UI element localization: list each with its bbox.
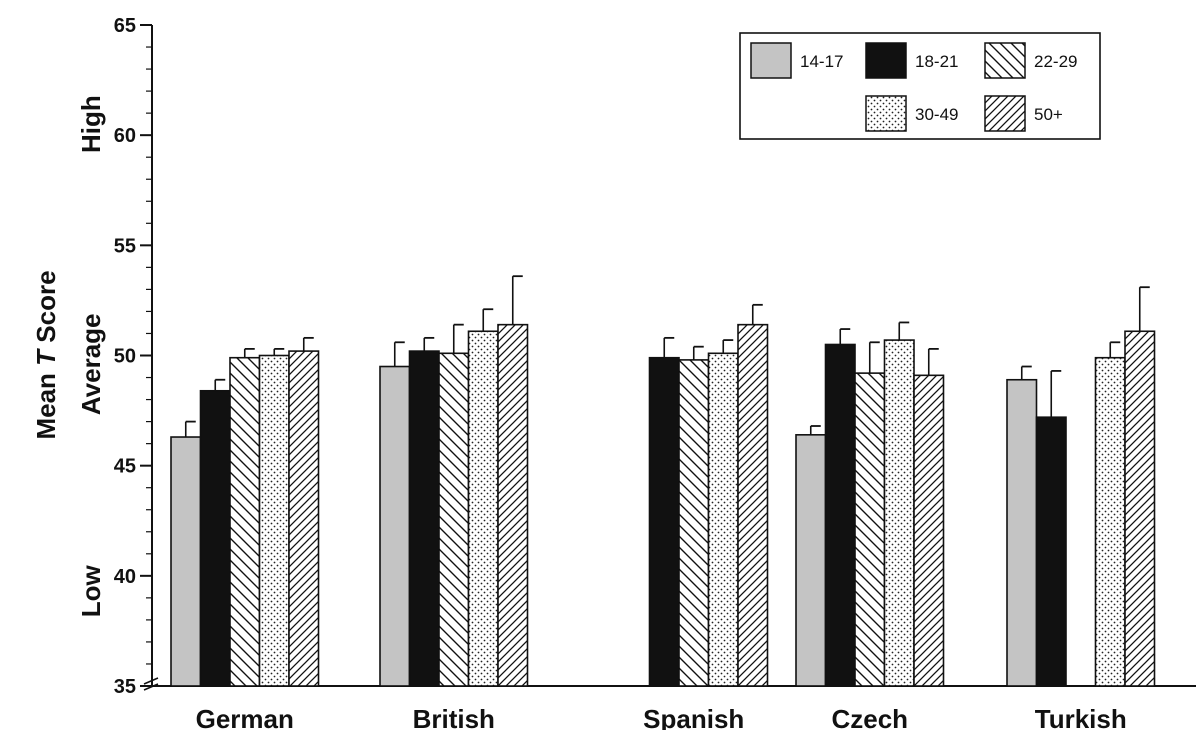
legend-label: 50+ (1034, 105, 1063, 124)
bar-30-49 (883, 339, 915, 687)
bar-22-29 (854, 372, 886, 687)
bar-group-czech: Czech (795, 321, 945, 730)
y-band-label-average: Average (76, 313, 106, 415)
bar-18-21 (199, 389, 231, 687)
bar-18-21 (648, 356, 680, 687)
x-category-label: Spanish (643, 704, 744, 730)
x-category-label: British (413, 704, 495, 730)
bar-30-49 (258, 354, 290, 687)
bar-30-49 (707, 352, 739, 687)
bar-30-49 (467, 330, 499, 687)
bar-group-german: German (170, 336, 320, 730)
legend-item: 50+ (984, 95, 1063, 132)
legend-label: 22-29 (1034, 52, 1077, 71)
bar-50+ (497, 323, 529, 687)
y-band-label-high: High (76, 95, 106, 153)
legend-swatch (865, 42, 907, 79)
bar-18-21 (408, 350, 440, 687)
bar-50+ (288, 350, 320, 687)
y-tick-label: 40 (114, 566, 136, 588)
y-band-label-low: Low (76, 564, 106, 617)
legend-frame (739, 32, 1101, 140)
bar-14-17 (379, 365, 411, 687)
x-category-label: Turkish (1035, 704, 1127, 730)
legend-swatch (750, 42, 792, 79)
bar-18-21 (1035, 416, 1067, 687)
bar-50+ (737, 323, 769, 687)
legend-label: 14-17 (800, 52, 843, 71)
legend-swatch (984, 95, 1026, 132)
bar-50+ (913, 374, 945, 687)
bar-group-turkish: Turkish (1006, 286, 1156, 730)
y-tick-label: 55 (114, 235, 136, 257)
bar-22-29 (438, 352, 470, 687)
bars-group: German British Spanish Czech Turkish (170, 275, 1156, 730)
legend-item: 18-21 (865, 42, 958, 79)
bar-22-29 (678, 359, 710, 687)
bar-14-17 (795, 434, 827, 687)
legend-swatch (865, 95, 907, 132)
axes: 35 40 45 50 55 60 65 Low Average High (76, 15, 1196, 698)
bar-18-21 (824, 343, 856, 687)
x-category-label: German (196, 704, 294, 730)
legend-item: 30-49 (865, 95, 958, 132)
bar-group-british: British (379, 275, 529, 730)
x-category-label: Czech (831, 704, 908, 730)
legend-swatch (984, 42, 1026, 79)
legend-item: 14-17 (750, 42, 843, 79)
legend-item: 22-29 (984, 42, 1077, 79)
y-tick-label: 45 (114, 456, 136, 478)
bar-group-spanish: Spanish (643, 303, 769, 730)
y-tick-label: 50 (114, 346, 136, 368)
y-tick-label: 35 (114, 676, 136, 698)
bar-50+ (1124, 330, 1156, 687)
legend: 14-17 18-21 22-29 30-49 50+ (739, 32, 1101, 140)
bar-30-49 (1094, 356, 1126, 687)
bar-22-29 (229, 356, 261, 687)
legend-label: 30-49 (915, 105, 958, 124)
y-axis-label: Mean T Score (31, 270, 61, 439)
y-tick-label: 60 (114, 125, 136, 147)
bar-14-17 (170, 436, 202, 687)
y-tick-label: 65 (114, 15, 136, 37)
bar-14-17 (1006, 378, 1038, 687)
legend-label: 18-21 (915, 52, 958, 71)
